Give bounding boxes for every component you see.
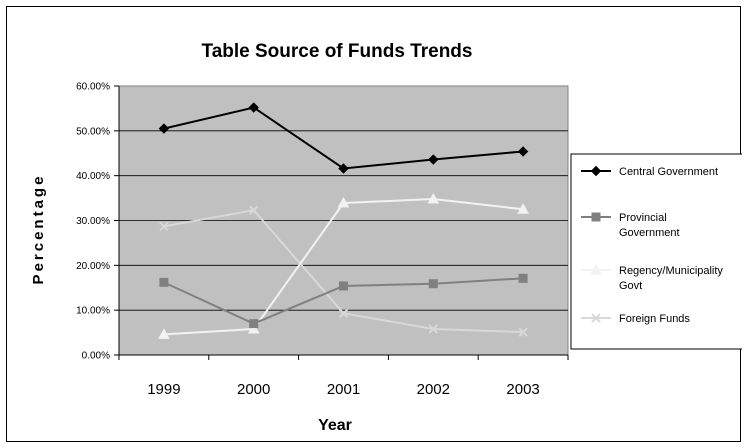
- legend-marker: [591, 313, 601, 323]
- data-point: [338, 163, 349, 174]
- data-point: [248, 102, 259, 113]
- series-1: [159, 273, 528, 329]
- y-tick-label: 20.00%: [76, 261, 110, 272]
- y-tick-label: 50.00%: [76, 126, 110, 137]
- x-tick-label: 2002: [417, 381, 450, 398]
- plot-area: 0.00% 10.00% 20.00% 30.00% 40.00% 50.00% 60.00…: [76, 82, 569, 398]
- legend-label: Provincial: [619, 212, 667, 224]
- x-tick-label: 1999: [147, 381, 180, 398]
- legend-marker: [590, 165, 602, 177]
- data-point: [428, 154, 439, 165]
- legend: Central Government Provincial Government Re…: [570, 153, 742, 350]
- legend-label: Regency/Municipality: [619, 265, 723, 277]
- data-point: [159, 277, 169, 287]
- legend-entry: Regency/Municipality Govt: [581, 263, 723, 292]
- data-point: [337, 196, 350, 208]
- series-3: [159, 205, 528, 337]
- y-tick-label: 40.00%: [76, 171, 110, 182]
- data-point: [247, 322, 260, 334]
- data-point: [158, 123, 170, 134]
- data-point: [338, 308, 349, 319]
- legend-entry: Central Government: [581, 165, 718, 178]
- data-point: [249, 319, 259, 329]
- legend-label: Foreign Funds: [619, 313, 690, 325]
- data-point: [427, 192, 440, 204]
- y-tick-label: 0.00%: [82, 351, 110, 362]
- data-point: [339, 281, 348, 291]
- series-0: [158, 102, 529, 174]
- chart-svg: Table Source of Funds Trends Percentage …: [30, 41, 742, 434]
- data-point: [158, 328, 170, 339]
- data-point: [518, 327, 528, 337]
- y-tick-label: 10.00%: [76, 306, 110, 317]
- y-axis-label: Percentage: [30, 174, 47, 285]
- chart-frame: Table Source of Funds Trends Percentage …: [6, 6, 742, 442]
- data-point: [428, 279, 438, 289]
- data-point: [517, 203, 529, 214]
- data-point: [159, 221, 169, 232]
- x-axis-label: Year: [318, 417, 352, 434]
- legend-label: Govt: [619, 280, 642, 292]
- data-point: [517, 146, 529, 157]
- legend-label: Government: [619, 227, 680, 239]
- series-2: [158, 192, 529, 339]
- legend-entry: Foreign Funds: [581, 313, 690, 325]
- y-tick-label: 30.00%: [76, 216, 110, 227]
- legend-marker: [590, 263, 602, 275]
- data-point: [248, 205, 259, 215]
- data-point: [428, 324, 439, 334]
- legend-label: Central Government: [619, 166, 718, 178]
- data-point: [518, 273, 528, 283]
- x-tick-label: 2000: [237, 381, 270, 398]
- chart-title: Table Source of Funds Trends: [202, 41, 473, 62]
- legend-box: [570, 153, 742, 350]
- x-tick-label: 2001: [327, 381, 360, 398]
- legend-marker: [591, 212, 601, 222]
- legend-entry: Provincial Government: [581, 212, 680, 239]
- x-tick-label: 2003: [506, 381, 539, 398]
- y-tick-label: 60.00%: [76, 82, 110, 93]
